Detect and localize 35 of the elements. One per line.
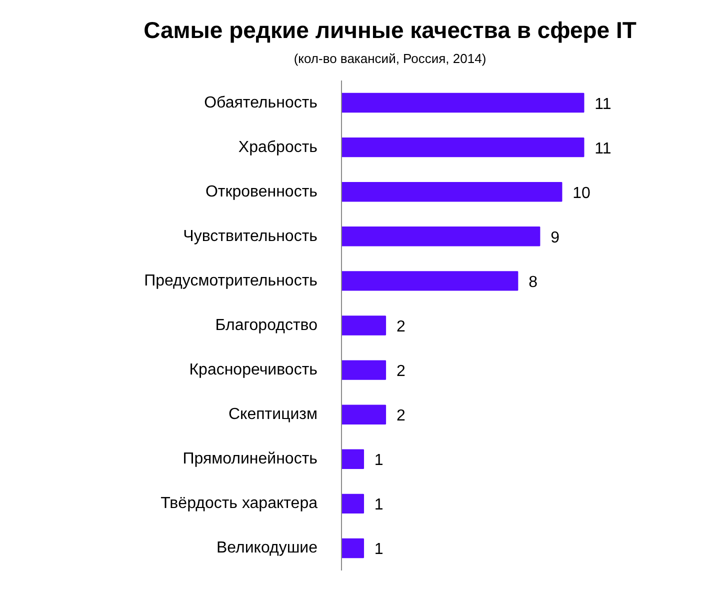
y-tick-label: Откровенность bbox=[205, 183, 318, 200]
y-tick-label: Чувствительность bbox=[183, 228, 318, 245]
data-label: 2 bbox=[396, 363, 406, 380]
data-label: 9 bbox=[550, 229, 560, 246]
y-tick-label: Храбрость bbox=[238, 138, 318, 156]
data-label: 11 bbox=[594, 140, 612, 158]
bar bbox=[342, 226, 540, 246]
bar bbox=[342, 360, 386, 380]
data-label: 1 bbox=[374, 541, 384, 558]
bar bbox=[342, 92, 584, 113]
y-tick-label: Твёрдость характера bbox=[160, 495, 318, 512]
bar bbox=[342, 182, 562, 202]
bar bbox=[342, 316, 386, 336]
data-label: 11 bbox=[594, 96, 612, 113]
bar bbox=[342, 137, 584, 158]
data-label: 8 bbox=[528, 274, 538, 291]
bar bbox=[342, 449, 364, 469]
chart-title: Самые редкие личные качества в сфере IT bbox=[144, 16, 636, 45]
data-label: 2 bbox=[396, 408, 406, 425]
y-tick-label: Благородство bbox=[215, 317, 318, 334]
data-label: 10 bbox=[572, 184, 591, 202]
y-tick-label: Предусмотрительность bbox=[144, 272, 318, 290]
data-label: 1 bbox=[374, 496, 384, 514]
data-label: 1 bbox=[374, 452, 384, 470]
y-tick-label: Великодушие bbox=[216, 540, 318, 557]
chart-subtitle: (кол-во вакансий, Россия, 2014) bbox=[294, 50, 486, 68]
y-tick-label: Скептицизм bbox=[228, 406, 318, 424]
bar bbox=[342, 404, 386, 424]
bar bbox=[342, 538, 364, 558]
bar bbox=[342, 271, 518, 291]
data-label: 2 bbox=[396, 318, 406, 336]
y-tick-label: Красноречивость bbox=[189, 362, 318, 379]
bar bbox=[342, 494, 364, 514]
y-tick-label: Обаятельность bbox=[204, 94, 318, 112]
y-tick-label: Прямолинейность bbox=[182, 450, 318, 468]
